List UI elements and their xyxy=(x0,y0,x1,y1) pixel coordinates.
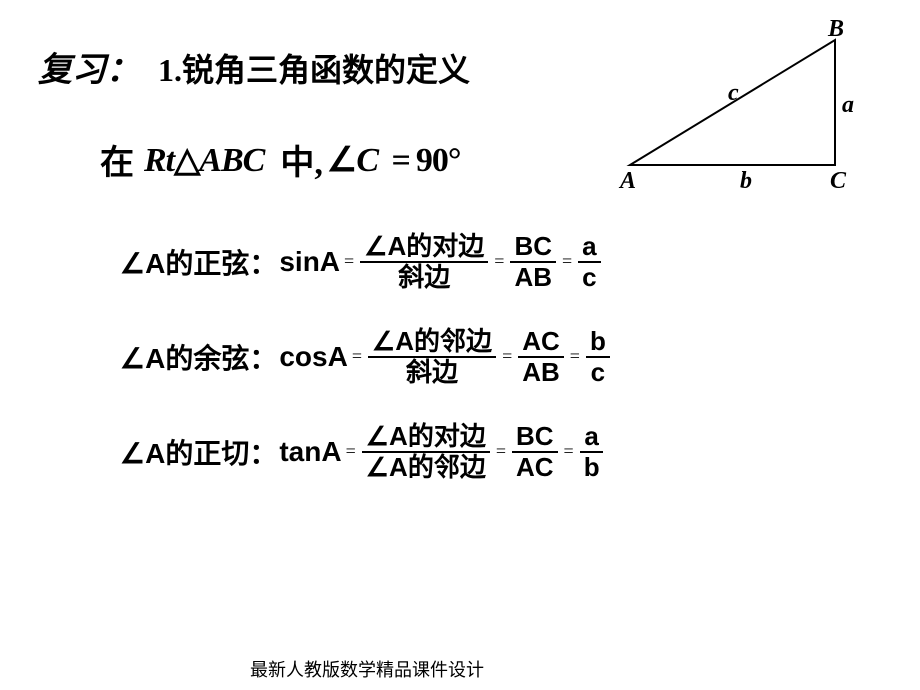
vertex-a: A xyxy=(620,168,636,195)
tan-frac1: ∠A的对边 ∠A的邻边 xyxy=(362,422,490,481)
section-title: 1.锐角三角函数的定义 xyxy=(158,45,470,91)
side-b: b xyxy=(740,168,752,195)
formula-cos: ∠A的余弦： cosA = ∠A的邻边 斜边 = AC AB = b c xyxy=(120,327,760,386)
ninety-deg: 90° xyxy=(416,142,461,179)
formulas-block: ∠A的正弦： sinA = ∠A的对边 斜边 = BC AB = a c ∠A的… xyxy=(120,232,760,518)
eq7: = xyxy=(346,441,356,462)
sin-frac2: BC AB xyxy=(510,232,556,291)
tan-label: ∠A的正切： xyxy=(120,432,277,472)
vertex-b: B xyxy=(828,16,844,43)
eq2: = xyxy=(494,251,504,272)
side-c: c xyxy=(728,80,739,107)
eq3: = xyxy=(562,251,572,272)
triangle-symbol: △ xyxy=(174,142,199,179)
triangle-diagram: B A C a b c xyxy=(610,10,870,190)
sin-label: ∠A的正弦： xyxy=(120,242,277,282)
formula-tan: ∠A的正切： tanA = ∠A的对边 ∠A的邻边 = BC AC = a b xyxy=(120,422,760,481)
eq6: = xyxy=(570,346,580,367)
eq5: = xyxy=(502,346,512,367)
footer-text: 最新人教版数学精品课件设计 xyxy=(250,659,510,682)
formula-sin: ∠A的正弦： sinA = ∠A的对边 斜边 = BC AB = a c xyxy=(120,232,760,291)
premise-prefix: 在 xyxy=(100,135,134,184)
abc-label: ABC xyxy=(199,142,264,179)
header-row: 复习： 1.锐角三角函数的定义 xyxy=(38,42,470,91)
sin-frac1: ∠A的对边 斜边 xyxy=(360,232,488,291)
review-label: 复习： xyxy=(38,42,140,91)
vertex-c: C xyxy=(830,168,846,195)
premise-line: 在 Rt△ABC 中, ∠C =90° xyxy=(100,135,460,184)
eq-sign: = xyxy=(392,142,410,179)
eq9: = xyxy=(564,441,574,462)
tan-func: tanA xyxy=(279,436,341,468)
cos-func: cosA xyxy=(279,341,347,373)
rt-symbol: Rt xyxy=(144,142,174,179)
side-a: a xyxy=(842,92,854,119)
tan-frac3: a b xyxy=(580,422,604,481)
cos-frac3: b c xyxy=(586,327,610,386)
c-var: C xyxy=(356,142,378,179)
eq8: = xyxy=(496,441,506,462)
cos-label: ∠A的余弦： xyxy=(120,337,277,377)
cos-frac2: AC AB xyxy=(518,327,564,386)
sin-frac3: a c xyxy=(578,232,600,291)
tan-frac2: BC AC xyxy=(512,422,558,481)
eq1: = xyxy=(344,251,354,272)
eq4: = xyxy=(352,346,362,367)
sin-func: sinA xyxy=(279,246,340,278)
cos-frac1: ∠A的邻边 斜边 xyxy=(368,327,496,386)
premise-mid: 中, xyxy=(280,135,323,184)
angle-symbol: ∠ xyxy=(327,142,356,179)
